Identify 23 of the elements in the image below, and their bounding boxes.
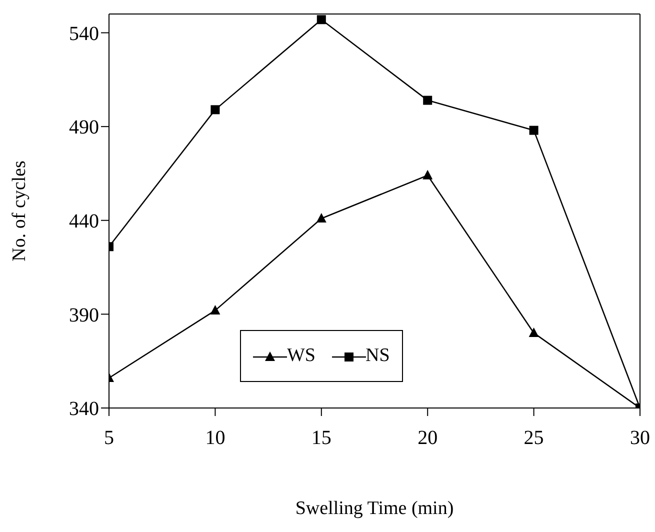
point bbox=[316, 213, 326, 223]
point bbox=[423, 96, 432, 105]
point bbox=[528, 327, 539, 337]
point bbox=[316, 15, 326, 24]
x-tick-label: 30 bbox=[630, 427, 650, 450]
x-tick-label: 5 bbox=[104, 427, 114, 450]
y-tick-label: 440 bbox=[69, 210, 99, 232]
x-tick-label: 25 bbox=[524, 427, 544, 450]
y-axis-title: No. of cycles bbox=[9, 160, 31, 262]
y-tick-label: 390 bbox=[69, 304, 99, 326]
y-tick-label: 340 bbox=[69, 398, 99, 420]
x-tick-label: 15 bbox=[311, 427, 332, 450]
point bbox=[529, 126, 538, 135]
x-tick-label: 20 bbox=[418, 427, 438, 450]
y-tick-label: 540 bbox=[69, 22, 99, 45]
legend-label: WS bbox=[287, 345, 316, 366]
legend-label: NS bbox=[366, 345, 390, 366]
y-tick-label: 490 bbox=[69, 116, 99, 139]
point bbox=[422, 170, 433, 180]
x-tick-label: 10 bbox=[205, 427, 226, 450]
point bbox=[210, 105, 220, 114]
x-axis-title: Swelling Time (min) bbox=[294, 498, 455, 520]
point bbox=[210, 304, 220, 314]
